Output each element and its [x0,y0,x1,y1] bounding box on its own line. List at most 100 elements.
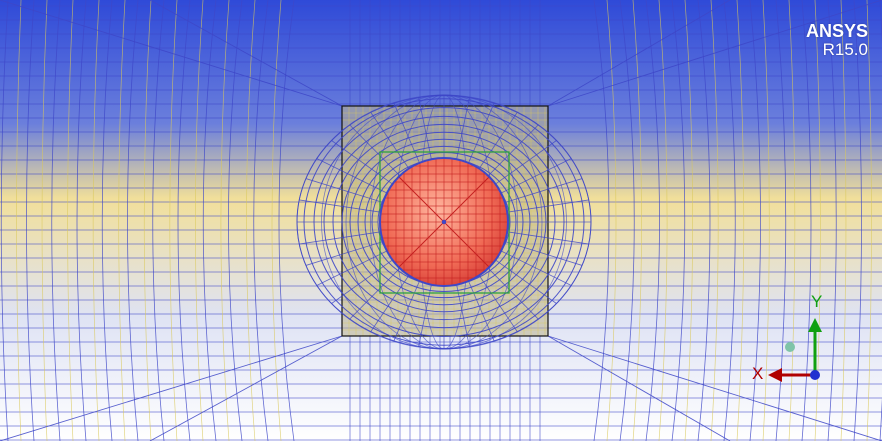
mesh-line [840,0,847,441]
diagonal-edge [149,335,343,441]
triad-y-label: Y [811,292,823,311]
mesh-line [710,0,719,441]
o-grid-spoke [508,199,589,213]
o-grid-spoke [370,272,412,333]
mesh-line [228,0,243,441]
mesh-line [143,0,152,441]
mesh-line [788,0,796,441]
o-grid-spoke [494,258,557,304]
o-grid-spoke [486,124,539,178]
o-grid-spoke [455,279,470,348]
diagonal-edge [547,0,731,107]
triad-y-arrowhead [808,318,822,332]
diagonal-edge [547,0,882,107]
mesh-line [202,0,217,441]
o-grid-spoke [508,231,589,245]
ansys-branding: ANSYS R15.0 [806,22,868,58]
mesh-line [684,0,693,441]
o-grid-spoke [331,258,394,304]
mesh-line [801,0,812,441]
o-grid-spoke [486,266,539,320]
triad-z-origin [810,370,820,380]
mesh-line [246,0,256,441]
sphere-center-point [441,219,447,225]
o-grid-spoke [316,250,388,286]
o-grid-spoke [305,178,383,203]
mesh-line [762,0,770,441]
mesh-line [749,0,761,441]
mesh-line [271,0,282,441]
mesh-line [51,0,61,441]
release-version: R15.0 [822,40,868,59]
o-grid-spoke [305,241,383,266]
mesh-line [26,0,35,441]
diagonal-edge [0,0,343,107]
mesh-line [278,0,295,441]
o-grid-spoke [370,111,412,172]
mesh-line [723,0,736,441]
o-grid-spoke [393,276,422,342]
mesh-line [593,0,610,441]
triad-iso-ball[interactable] [785,342,795,352]
mesh-line [152,0,165,441]
mesh-line [853,0,862,441]
mesh-line [76,0,87,441]
coordinate-triad[interactable] [768,318,822,382]
triad-x-arrowhead [768,368,782,382]
mesh-line [127,0,139,441]
o-grid-spoke [316,158,388,194]
mesh-line [67,0,74,441]
mesh-line [0,0,9,441]
mesh-line [814,0,821,441]
sphere-outline [379,157,509,287]
mesh-line [16,0,22,441]
o-grid-spoke [349,124,402,178]
mesh-line [606,0,617,441]
triad-x-label: X [752,364,764,383]
o-grid-spoke [349,266,402,320]
o-grid-spoke [505,178,583,203]
o-grid-mesh [296,94,592,350]
mesh-line [645,0,660,441]
mesh-line [253,0,269,441]
mesh-line [220,0,230,441]
o-grid-spoke [500,158,572,194]
mesh-line [41,0,48,441]
mesh-line [866,0,872,441]
mesh-line [658,0,668,441]
mesh-line [195,0,204,441]
mesh-line [118,0,126,441]
o-grid-spoke [500,250,572,286]
mesh-line [92,0,100,441]
o-grid-spoke [418,279,433,348]
o-grid-spoke [393,102,422,168]
diagonal-edge [0,335,343,441]
o-grid-spoke [466,102,495,168]
mesh-line [177,0,191,441]
o-grid-spoke [476,272,518,333]
diagonal-edge [547,335,882,441]
o-grid-spoke [494,140,557,186]
diagonal-edge [547,335,731,441]
mesh-line [736,0,745,441]
mesh-line [697,0,711,441]
diagonal-edge [149,0,343,107]
o-grid-spoke [466,276,495,342]
o-grid-spoke [476,111,518,172]
o-grid-spoke [505,241,583,266]
o-grid-spoke [299,199,380,213]
mesh-line [632,0,642,441]
mesh-line [169,0,178,441]
product-name: ANSYS [805,21,868,41]
sphere-body[interactable] [379,157,509,287]
o-grid-spoke [331,140,394,186]
o-grid-spoke [418,96,433,165]
o-grid-spoke [299,231,380,245]
o-grid-spoke [455,96,470,165]
mesh-line [101,0,113,441]
mesh-line [827,0,837,441]
mesh-line [671,0,686,441]
